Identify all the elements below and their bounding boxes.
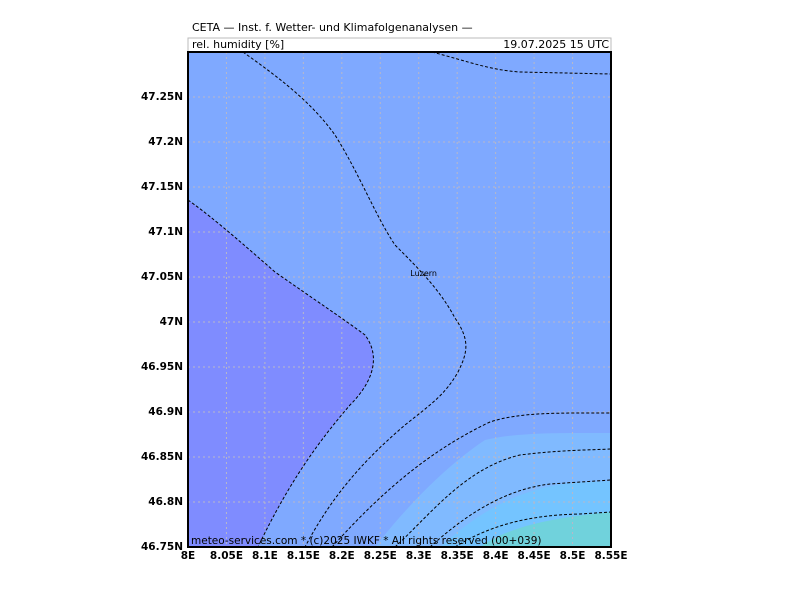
contours (188, 52, 611, 547)
field-fill (188, 52, 611, 547)
contour-line (331, 412, 611, 547)
y-tick-label: 46.9N (148, 406, 183, 418)
y-tick-label: 47N (160, 316, 183, 328)
y-tick-label: 47.15N (141, 181, 183, 193)
x-tick-label: 8.4E (483, 550, 509, 562)
date-label: 19.07.2025 15 UTC (503, 38, 609, 51)
header-title: CETA — Inst. f. Wetter- und Klimafolgena… (192, 21, 473, 34)
y-tick-label: 47.25N (141, 91, 183, 103)
contour-line (454, 511, 611, 547)
x-tick-label: 8.05E (210, 550, 243, 562)
grid (188, 52, 611, 547)
contour-line (429, 479, 611, 547)
y-tick-label: 46.75N (141, 541, 183, 553)
x-tick-label: 8.45E (518, 550, 551, 562)
map-frame (187, 51, 612, 548)
x-tick-label: 8.25E (364, 550, 397, 562)
y-tick-label: 47.05N (141, 271, 183, 283)
y-tick-label: 46.85N (141, 451, 183, 463)
x-tick-label: 8.1E (252, 550, 278, 562)
contour-line (431, 52, 611, 75)
footer-credit: meteo-services.com * (c)2025 IWKF * All … (191, 535, 542, 547)
y-tick-label: 47.1N (148, 226, 183, 238)
x-tick-label: 8.15E (287, 550, 320, 562)
x-tick-label: 8E (181, 550, 195, 562)
contour-line (394, 448, 611, 547)
x-tick-label: 8.3E (406, 550, 432, 562)
field-label: rel. humidity [%] (192, 38, 284, 51)
x-tick-label: 8.5E (560, 550, 586, 562)
x-tick-label: 8.55E (594, 550, 627, 562)
y-tick-label: 46.95N (141, 361, 183, 373)
fill-dry (188, 200, 374, 547)
contour-line (188, 199, 374, 547)
city-label: Luzern (410, 269, 437, 278)
x-tick-label: 8.35E (441, 550, 474, 562)
x-tick-label: 8.2E (329, 550, 355, 562)
contour-line (242, 52, 467, 547)
fill-moistest (480, 512, 611, 547)
y-tick-label: 47.2N (148, 136, 183, 148)
y-tick-label: 46.8N (148, 496, 183, 508)
